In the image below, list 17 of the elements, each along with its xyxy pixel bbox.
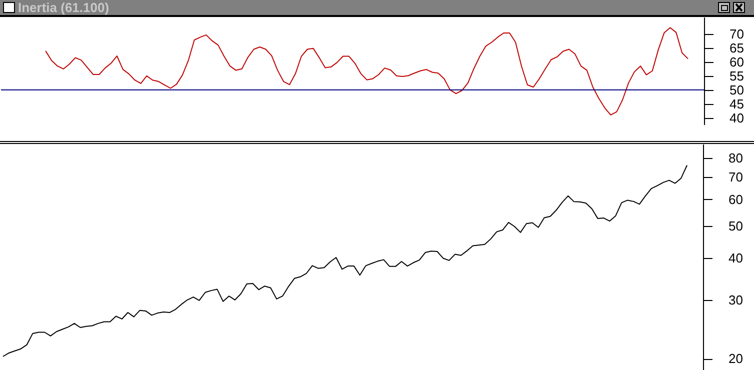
y-tick-label: 45 (730, 96, 744, 112)
y-tick-label: 40 (730, 110, 744, 126)
y-tick-label: 50 (728, 218, 743, 234)
chart-title: Inertia (61.100) (18, 0, 110, 15)
y-tick-label: 30 (728, 292, 743, 308)
y-tick-label: 50 (730, 82, 744, 98)
y-tick-label: 60 (730, 54, 744, 70)
line-series (45, 27, 689, 116)
line-series (2, 164, 688, 357)
y-tick-label: 70 (730, 26, 744, 42)
y-tick-label: 60 (728, 192, 743, 207)
y-tick-label: 40 (728, 250, 743, 266)
y-tick-label: 55 (730, 68, 744, 84)
y-tick-label: 65 (730, 40, 744, 56)
y-tick-label: 70 (728, 170, 743, 185)
y-tick-label: 20 (728, 351, 743, 366)
y-tick-label: 80 (728, 150, 743, 166)
